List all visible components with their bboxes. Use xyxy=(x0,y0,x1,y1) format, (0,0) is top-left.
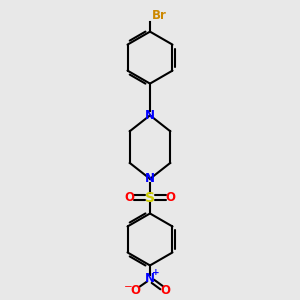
Text: N: N xyxy=(145,272,155,285)
Text: −: − xyxy=(123,282,132,292)
Text: +: + xyxy=(152,268,160,277)
Text: N: N xyxy=(145,172,155,185)
Text: S: S xyxy=(145,190,155,205)
Text: O: O xyxy=(166,191,176,204)
Text: N: N xyxy=(145,109,155,122)
Text: O: O xyxy=(124,191,134,204)
Text: O: O xyxy=(130,284,140,297)
Text: Br: Br xyxy=(152,8,166,22)
Text: O: O xyxy=(160,284,170,297)
